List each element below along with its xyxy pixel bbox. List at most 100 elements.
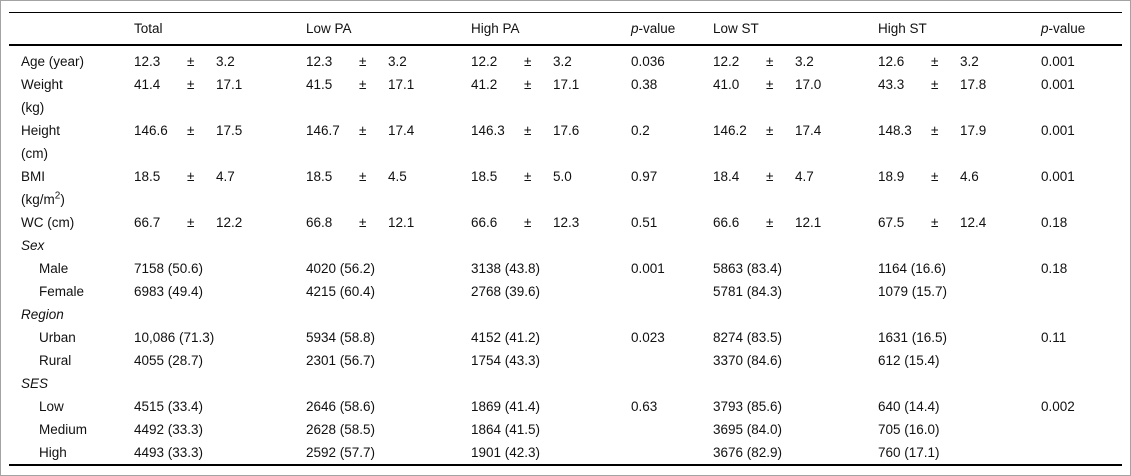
row-label: Age (year): [21, 50, 134, 73]
sd-value: 12.1: [388, 215, 415, 230]
mean-value: 41.4: [134, 77, 161, 92]
mean-value: 146.7: [306, 123, 340, 138]
count-cell-low_st: 3695 (84.0): [713, 422, 783, 437]
sd-value: 4.6: [960, 169, 979, 184]
sd-value: 17.8: [960, 77, 987, 92]
row-label-line: Low: [39, 399, 64, 414]
row-label-line: Height: [21, 123, 61, 138]
stat-cell-total: 18.5 ±4.7: [134, 165, 306, 188]
table-row: WC (cm) 66.7 ±12.2 66.8 ±12.1 66.6 ±12.3 0.51 66…: [1, 211, 1130, 234]
row-label-line: BMI: [21, 169, 46, 184]
p-value-cell: 0.18: [1041, 261, 1068, 276]
stat-cell-low_st: 66.6 ±12.1: [713, 211, 878, 234]
table-top-rule: [9, 12, 1122, 13]
mean-value: 41.2: [471, 77, 498, 92]
sd-value: 5.0: [553, 169, 572, 184]
plus-minus-sign: ±: [524, 123, 532, 138]
sd-value: 3.2: [960, 54, 979, 69]
table-row: Urban 10,086 (71.3) 5934 (58.8) 4152 (41.2)…: [1, 326, 1130, 349]
count-cell-low_st: 5781 (84.3): [713, 284, 783, 299]
row-label: BMI (kg/m2): [21, 165, 134, 211]
mean-value: 18.4: [713, 169, 740, 184]
p-value-cell: 0.18: [1041, 215, 1068, 230]
p-value-cell: 0.036: [631, 54, 665, 69]
row-label-line: (cm): [21, 146, 48, 161]
plus-minus-sign: ±: [931, 54, 939, 69]
sd-value: 3.2: [795, 54, 814, 69]
mean-value: 12.6: [878, 54, 905, 69]
plus-minus-sign: ±: [187, 215, 195, 230]
table-row: Rural 4055 (28.7) 2301 (56.7) 1754 (43.3) 33…: [1, 349, 1130, 372]
count-cell-high_pa: 1864 (41.5): [471, 422, 541, 437]
plus-minus-sign: ±: [359, 215, 367, 230]
mean-value: 66.7: [134, 215, 161, 230]
col-header-p-value-1: p-value: [631, 21, 713, 36]
plus-minus-sign: ±: [931, 215, 939, 230]
sd-value: 4.5: [388, 169, 407, 184]
count-cell-low_pa: 4020 (56.2): [306, 261, 376, 276]
p-italic: p: [631, 21, 639, 36]
p-value-cell: 0.11: [1041, 330, 1067, 345]
count-cell-high_pa: 1869 (41.4): [471, 399, 541, 414]
table-row: Age (year) 12.3 ±3.2 12.3 ±3.2 12.2 ±3.2 0.036 1…: [1, 50, 1130, 73]
plus-minus-sign: ±: [359, 54, 367, 69]
table-row: Female 6983 (49.4) 4215 (60.4) 2768 (39.6) 5…: [1, 280, 1130, 303]
count-cell-low_st: 3793 (85.6): [713, 399, 783, 414]
count-cell-total: 4492 (33.3): [134, 422, 204, 437]
row-label-line: Weight: [21, 77, 63, 92]
section-row: Sex: [1, 234, 1130, 257]
table-row: Height (cm) 146.6 ±17.5 146.7 ±17.4 146.3 ±17.6…: [1, 119, 1130, 165]
count-cell-low_st: 3676 (82.9): [713, 445, 783, 460]
p-value-cell: 0.023: [631, 330, 665, 345]
sd-value: 3.2: [553, 54, 572, 69]
table-header-row: Total Low PA High PA p-value Low ST High…: [1, 13, 1130, 44]
stat-cell-high_pa: 12.2 ±3.2: [471, 50, 631, 73]
stat-cell-high_pa: 146.3 ±17.6: [471, 119, 631, 142]
count-cell-high_pa: 3138 (43.8): [471, 261, 541, 276]
row-label: Low: [21, 395, 134, 418]
section-label: Sex: [21, 238, 45, 253]
p-value-cell: 0.001: [1041, 123, 1075, 138]
stat-cell-low_pa: 12.3 ±3.2: [306, 50, 471, 73]
count-cell-high_st: 760 (17.1): [878, 445, 940, 460]
stat-cell-high_pa: 41.2 ±17.1: [471, 73, 631, 96]
row-label-line: Male: [39, 261, 69, 276]
row-label-line: (kg/m2): [21, 190, 65, 207]
p-value-cell: 0.002: [1041, 399, 1075, 414]
mean-value: 66.8: [306, 215, 333, 230]
sd-value: 12.4: [960, 215, 987, 230]
count-cell-low_pa: 2646 (58.6): [306, 399, 376, 414]
plus-minus-sign: ±: [359, 77, 367, 92]
mean-value: 66.6: [713, 215, 740, 230]
count-cell-low_pa: 4215 (60.4): [306, 284, 376, 299]
section-row: Region: [1, 303, 1130, 326]
sd-value: 17.5: [216, 123, 243, 138]
stat-cell-total: 41.4 ±17.1: [134, 73, 306, 96]
mean-value: 43.3: [878, 77, 905, 92]
plus-minus-sign: ±: [187, 54, 195, 69]
count-cell-high_st: 1631 (16.5): [878, 330, 948, 345]
count-cell-high_pa: 4152 (41.2): [471, 330, 541, 345]
sd-value: 4.7: [216, 169, 235, 184]
sd-value: 17.1: [388, 77, 415, 92]
stat-cell-low_st: 12.2 ±3.2: [713, 50, 878, 73]
sd-value: 3.2: [388, 54, 407, 69]
row-label: WC (cm): [21, 211, 134, 234]
sd-value: 17.0: [795, 77, 822, 92]
count-cell-low_st: 5863 (83.4): [713, 261, 783, 276]
mean-value: 12.2: [713, 54, 740, 69]
row-label: High: [21, 441, 134, 464]
row-label-line: Medium: [39, 422, 88, 437]
stat-cell-total: 146.6 ±17.5: [134, 119, 306, 142]
count-cell-high_pa: 2768 (39.6): [471, 284, 541, 299]
stat-cell-low_st: 41.0 ±17.0: [713, 73, 878, 96]
sd-value: 17.6: [553, 123, 580, 138]
count-cell-high_st: 612 (15.4): [878, 353, 940, 368]
p-value-cell: 0.63: [631, 399, 658, 414]
mean-value: 12.2: [471, 54, 498, 69]
plus-minus-sign: ±: [766, 169, 774, 184]
superscript: 2: [54, 190, 61, 202]
sd-value: 4.7: [795, 169, 814, 184]
plus-minus-sign: ±: [359, 123, 367, 138]
row-label-line: Female: [39, 284, 85, 299]
